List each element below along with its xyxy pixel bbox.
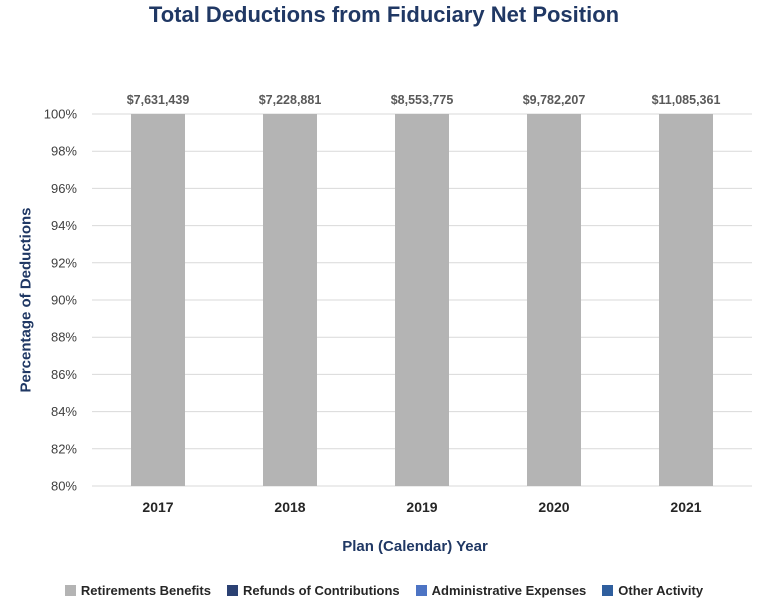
x-axis-label: Plan (Calendar) Year	[342, 538, 488, 555]
legend-swatch	[64, 585, 76, 596]
legend-swatch	[415, 585, 427, 596]
y-tick-label: 86%	[51, 367, 77, 382]
y-axis-label: Percentage of Deductions	[17, 207, 35, 393]
total-label: $9,782,207	[523, 93, 586, 107]
legend-label: Other Activity	[618, 583, 704, 598]
bar-segment	[395, 114, 449, 486]
x-tick-label: 2019	[406, 499, 437, 515]
y-tick-label: 98%	[51, 144, 77, 159]
total-label: $8,553,775	[391, 93, 454, 107]
bars	[131, 114, 713, 486]
y-tick-label: 100%	[44, 107, 78, 122]
y-tick-label: 82%	[51, 441, 77, 456]
x-tick-label: 2018	[274, 499, 305, 515]
x-tick-label: 2017	[142, 499, 173, 515]
total-label: $7,631,439	[127, 93, 190, 107]
legend-label: Refunds of Contributions	[242, 583, 400, 598]
y-tick-label: 80%	[51, 479, 77, 494]
y-tick-label: 88%	[51, 330, 77, 345]
x-axis-tick-labels: 2017 2018 2019 2020 2021	[142, 499, 701, 515]
total-labels: $7,631,439 $7,228,881 $8,553,775 $9,782,207…	[127, 93, 721, 107]
legend-label: Retirements Benefits	[80, 583, 211, 598]
y-tick-label: 84%	[51, 404, 77, 419]
legend-item: Other Activity	[602, 583, 703, 598]
legend-swatch	[226, 585, 238, 596]
y-tick-label: 94%	[51, 218, 77, 233]
legend-item: Retirements Benefits	[64, 583, 211, 598]
y-axis-tick-labels: 80% 82% 84% 86% 88% 90% 92% 94% 96% 98% 100%	[44, 107, 78, 494]
x-tick-label: 2021	[670, 499, 701, 515]
legend-label: Administrative Expenses	[431, 583, 587, 598]
bar-segment	[263, 114, 317, 486]
bar-segment	[659, 114, 713, 486]
total-label: $7,228,881	[259, 93, 322, 107]
legend-item: Administrative Expenses	[415, 583, 587, 598]
bar-segment	[527, 114, 581, 486]
y-tick-label: 92%	[51, 255, 77, 270]
legend: Retirements Benefits Refunds of Contribut…	[0, 583, 768, 598]
total-label: $11,085,361	[652, 93, 721, 107]
y-tick-label: 96%	[51, 181, 77, 196]
legend-swatch	[602, 585, 614, 596]
chart-title: Total Deductions from Fiduciary Net Posi…	[148, 2, 620, 27]
x-tick-label: 2020	[538, 499, 569, 515]
y-tick-label: 90%	[51, 293, 77, 308]
legend-item: Refunds of Contributions	[226, 583, 400, 598]
bar-segment	[131, 114, 185, 486]
